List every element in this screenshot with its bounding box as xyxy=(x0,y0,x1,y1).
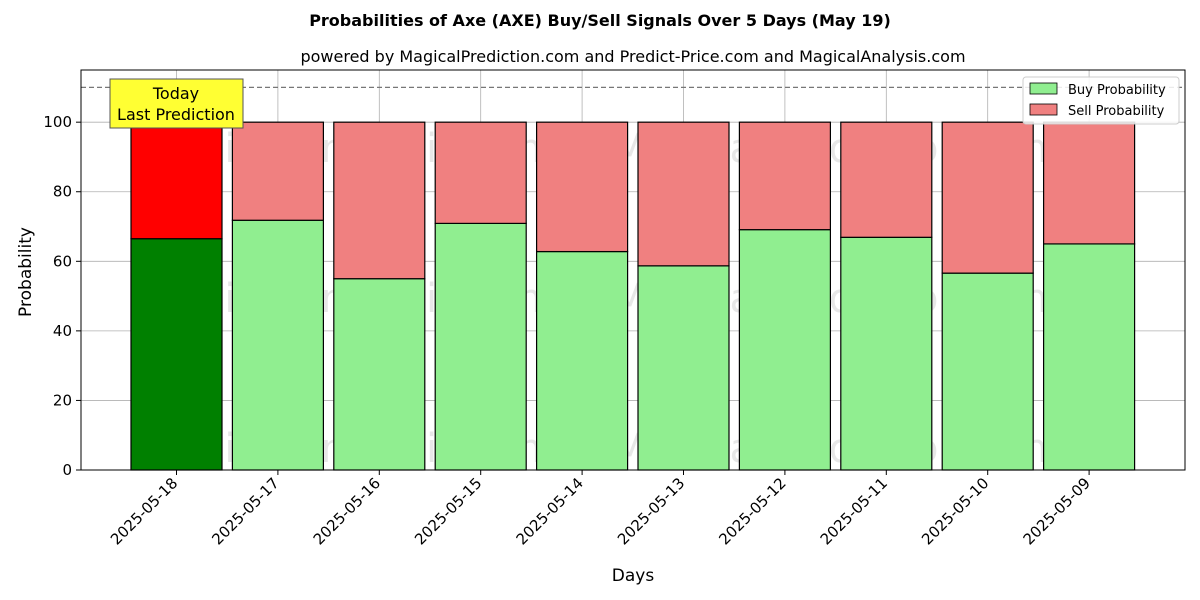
legend-frame xyxy=(1022,76,1180,125)
chart-subtitle: powered by MagicalPrediction.com and Pre… xyxy=(300,47,965,66)
y-tick-label: 80 xyxy=(53,183,72,201)
buy-bar xyxy=(637,265,730,471)
legend: Buy Probability Sell Probability xyxy=(1022,76,1180,125)
x-tick-label: 2025-05-17 xyxy=(208,474,282,548)
sell-bar xyxy=(637,121,730,267)
x-tick-label: 2025-05-10 xyxy=(918,474,992,548)
sell-bar xyxy=(434,121,527,224)
today-annotation-line1: Today xyxy=(152,84,199,103)
x-tick-label: 2025-05-09 xyxy=(1020,474,1094,548)
sell-bar xyxy=(941,121,1034,274)
y-axis-label: Probability xyxy=(16,227,36,317)
today-annotation-line2: Last Prediction xyxy=(117,105,235,124)
sell-bar xyxy=(1042,121,1136,245)
sell-bar xyxy=(231,121,324,221)
today-annotation: Today Last Prediction xyxy=(109,78,244,129)
buy-bar xyxy=(1042,243,1136,471)
legend-buy-label: Buy Probability xyxy=(1068,83,1166,98)
today-annotation-box xyxy=(109,78,244,129)
y-tick-label: 60 xyxy=(53,252,72,270)
x-tick-label: 2025-05-11 xyxy=(817,474,891,548)
buy-bar xyxy=(941,272,1034,471)
plot-frame xyxy=(80,69,1186,471)
sell-bar xyxy=(840,121,933,238)
x-tick-label: 2025-05-14 xyxy=(513,474,587,548)
x-tick-label: 2025-05-16 xyxy=(310,474,384,548)
chart-title: Probabilities of Axe (AXE) Buy/Sell Sign… xyxy=(309,11,891,30)
x-tick-label: 2025-05-15 xyxy=(411,474,485,548)
legend-sell-swatch xyxy=(1029,103,1058,116)
x-tick-label: 2025-05-13 xyxy=(614,474,688,548)
bar-layer xyxy=(130,121,1136,471)
x-tick-label: 2025-05-12 xyxy=(715,474,789,548)
buy-bar xyxy=(738,229,832,471)
y-tick-label: 20 xyxy=(53,391,72,409)
sell-bar xyxy=(738,121,832,231)
x-tick-label: 2025-05-18 xyxy=(107,474,181,548)
legend-buy-swatch xyxy=(1029,82,1058,95)
buy-bar xyxy=(231,219,324,471)
legend-sell-label: Sell Probability xyxy=(1068,104,1165,119)
x-axis-label: Days xyxy=(612,566,655,586)
y-tick-label: 0 xyxy=(62,461,72,479)
sell-bar xyxy=(333,121,426,280)
buy-bar xyxy=(434,222,527,471)
buy-bar xyxy=(333,278,426,471)
buy-bar xyxy=(535,250,629,471)
sell-bar xyxy=(130,121,223,240)
y-tick-label: 100 xyxy=(43,113,72,131)
buy-bar xyxy=(130,238,223,471)
y-tick-label: 40 xyxy=(53,322,72,340)
sell-bar xyxy=(535,121,629,253)
buy-bar xyxy=(840,236,933,471)
